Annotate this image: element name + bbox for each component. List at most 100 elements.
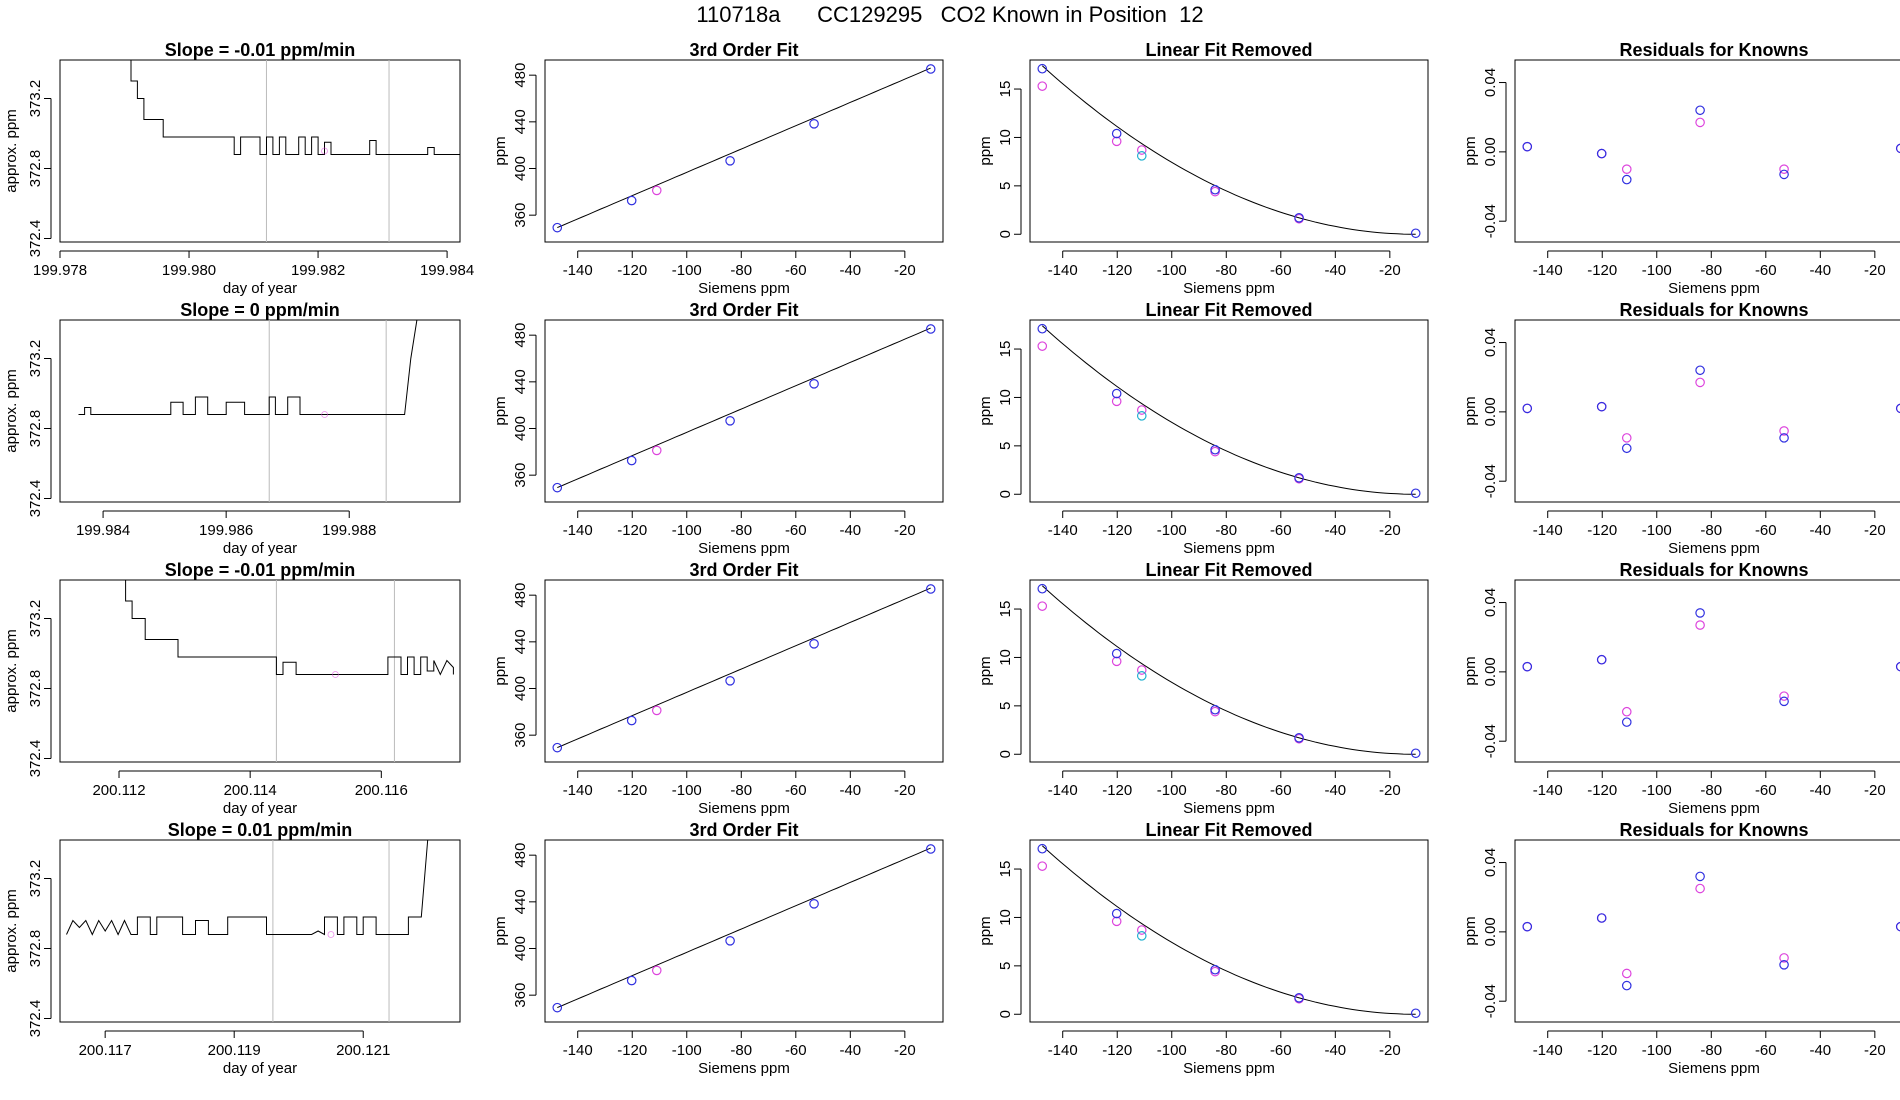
- y-tick-label: -0.04: [1482, 724, 1499, 758]
- x-tick-label: -20: [1864, 262, 1886, 279]
- plot-frame-r1c1: [59, 59, 461, 243]
- y-tick-label: 440: [512, 369, 529, 394]
- x-axis-label: Siemens ppm: [698, 1060, 790, 1077]
- measured-point: [1037, 81, 1048, 91]
- x-tick-label: -120: [1587, 782, 1617, 799]
- measured-point: [1111, 916, 1122, 927]
- y-tick-label: -0.04: [1482, 464, 1499, 498]
- x-tick-label: 200.117: [79, 1042, 132, 1059]
- y-tick-label: 360: [512, 723, 529, 748]
- x-tick-label: -20: [1864, 782, 1886, 799]
- y-tick-label: 0.04: [1482, 328, 1499, 357]
- y-tick-label: 372.8: [27, 670, 44, 708]
- y-axis-label: approx. ppm: [3, 109, 20, 192]
- concentration-trace: [66, 840, 429, 936]
- known-point: [1410, 228, 1421, 239]
- x-tick-label: -20: [1864, 522, 1886, 539]
- fit-curve: [557, 327, 931, 489]
- x-tick-label: 200.121: [336, 1042, 390, 1059]
- fit-curve: [1041, 65, 1416, 235]
- known-point: [725, 415, 735, 426]
- panel-title-r2c4: Residuals for Knowns: [1619, 300, 1808, 320]
- plot-frame-r2c3: [1029, 319, 1429, 503]
- known-point: [1037, 583, 1048, 594]
- known-point: [1596, 148, 1607, 159]
- known-point: [626, 715, 637, 726]
- known-point: [1621, 980, 1632, 991]
- plot-frame-r3c2: [544, 579, 944, 763]
- known-point: [925, 324, 936, 334]
- y-tick-label: 0: [997, 1010, 1014, 1018]
- known-point: [1210, 444, 1220, 455]
- fit-curve: [557, 847, 931, 1009]
- y-tick-label: 0: [997, 750, 1014, 758]
- window-mean-point: [321, 147, 328, 155]
- y-axis-label: ppm: [977, 136, 994, 165]
- known-point: [1111, 648, 1122, 659]
- measured-point: [1111, 136, 1122, 147]
- measured-point: [1621, 968, 1632, 979]
- x-axis-label: day of year: [223, 800, 297, 817]
- y-axis-label: approx. ppm: [3, 889, 20, 972]
- measured-point: [1037, 601, 1048, 611]
- window-mean-point: [321, 411, 329, 418]
- measured-point: [1621, 706, 1632, 717]
- known-point: [1037, 843, 1048, 854]
- known-point: [809, 899, 819, 909]
- known-point: [1596, 401, 1607, 412]
- plot-frame-r4c1: [59, 839, 461, 1023]
- known-point: [552, 222, 563, 233]
- y-tick-label: 373.2: [27, 600, 44, 638]
- known-point: [552, 742, 563, 753]
- x-tick-label: -40: [839, 522, 861, 539]
- known-point: [1522, 661, 1533, 672]
- x-tick-label: -100: [1642, 782, 1672, 799]
- x-axis-label: day of year: [223, 280, 297, 297]
- fit-curve: [1041, 845, 1416, 1015]
- y-tick-label: 0.04: [1482, 848, 1499, 877]
- y-tick-label: 372.8: [27, 410, 44, 448]
- fit-curve: [1041, 325, 1416, 495]
- measured-point: [1136, 405, 1147, 415]
- x-tick-label: -60: [1755, 1042, 1777, 1059]
- y-tick-label: 5: [997, 702, 1014, 710]
- known-point: [1410, 488, 1421, 499]
- x-tick-label: -140: [1048, 262, 1078, 279]
- plot-frame-r3c4: [1514, 579, 1900, 763]
- x-tick-label: -40: [839, 262, 861, 279]
- x-tick-label: -120: [617, 1042, 647, 1059]
- x-tick-label: -20: [894, 262, 916, 279]
- measured-point: [1621, 433, 1632, 443]
- sample-point: [1136, 931, 1147, 941]
- known-point: [1210, 184, 1220, 195]
- y-tick-label: 373.2: [27, 340, 44, 378]
- plot-frame-r4c3: [1029, 839, 1429, 1023]
- y-tick-label: 372.4: [27, 220, 44, 258]
- y-axis-label: ppm: [1462, 136, 1479, 165]
- x-tick-label: -40: [1324, 262, 1346, 279]
- known-point: [809, 119, 819, 129]
- y-tick-label: 15: [997, 861, 1014, 878]
- x-tick-label: -80: [1215, 782, 1237, 799]
- known-point: [1895, 403, 1900, 414]
- x-tick-label: -80: [1215, 1042, 1237, 1059]
- sample-point: [1136, 151, 1147, 161]
- plot-frame-r4c4: [1514, 839, 1900, 1023]
- y-axis-label: ppm: [492, 136, 509, 165]
- y-tick-label: 0.00: [1482, 397, 1499, 426]
- x-tick-label: -40: [1809, 782, 1831, 799]
- x-tick-label: -20: [894, 522, 916, 539]
- y-tick-label: 480: [512, 323, 529, 348]
- x-tick-label: -60: [785, 262, 807, 279]
- x-tick-label: -100: [672, 262, 702, 279]
- panel-title-r1c3: Linear Fit Removed: [1145, 40, 1312, 60]
- x-tick-label: -120: [617, 782, 647, 799]
- x-tick-label: -60: [1755, 522, 1777, 539]
- measured-point: [1779, 691, 1789, 701]
- y-tick-label: 440: [512, 109, 529, 134]
- x-tick-label: -80: [1215, 522, 1237, 539]
- measured-point: [1621, 164, 1632, 174]
- y-tick-label: 10: [997, 389, 1014, 406]
- x-tick-label: -140: [1533, 262, 1563, 279]
